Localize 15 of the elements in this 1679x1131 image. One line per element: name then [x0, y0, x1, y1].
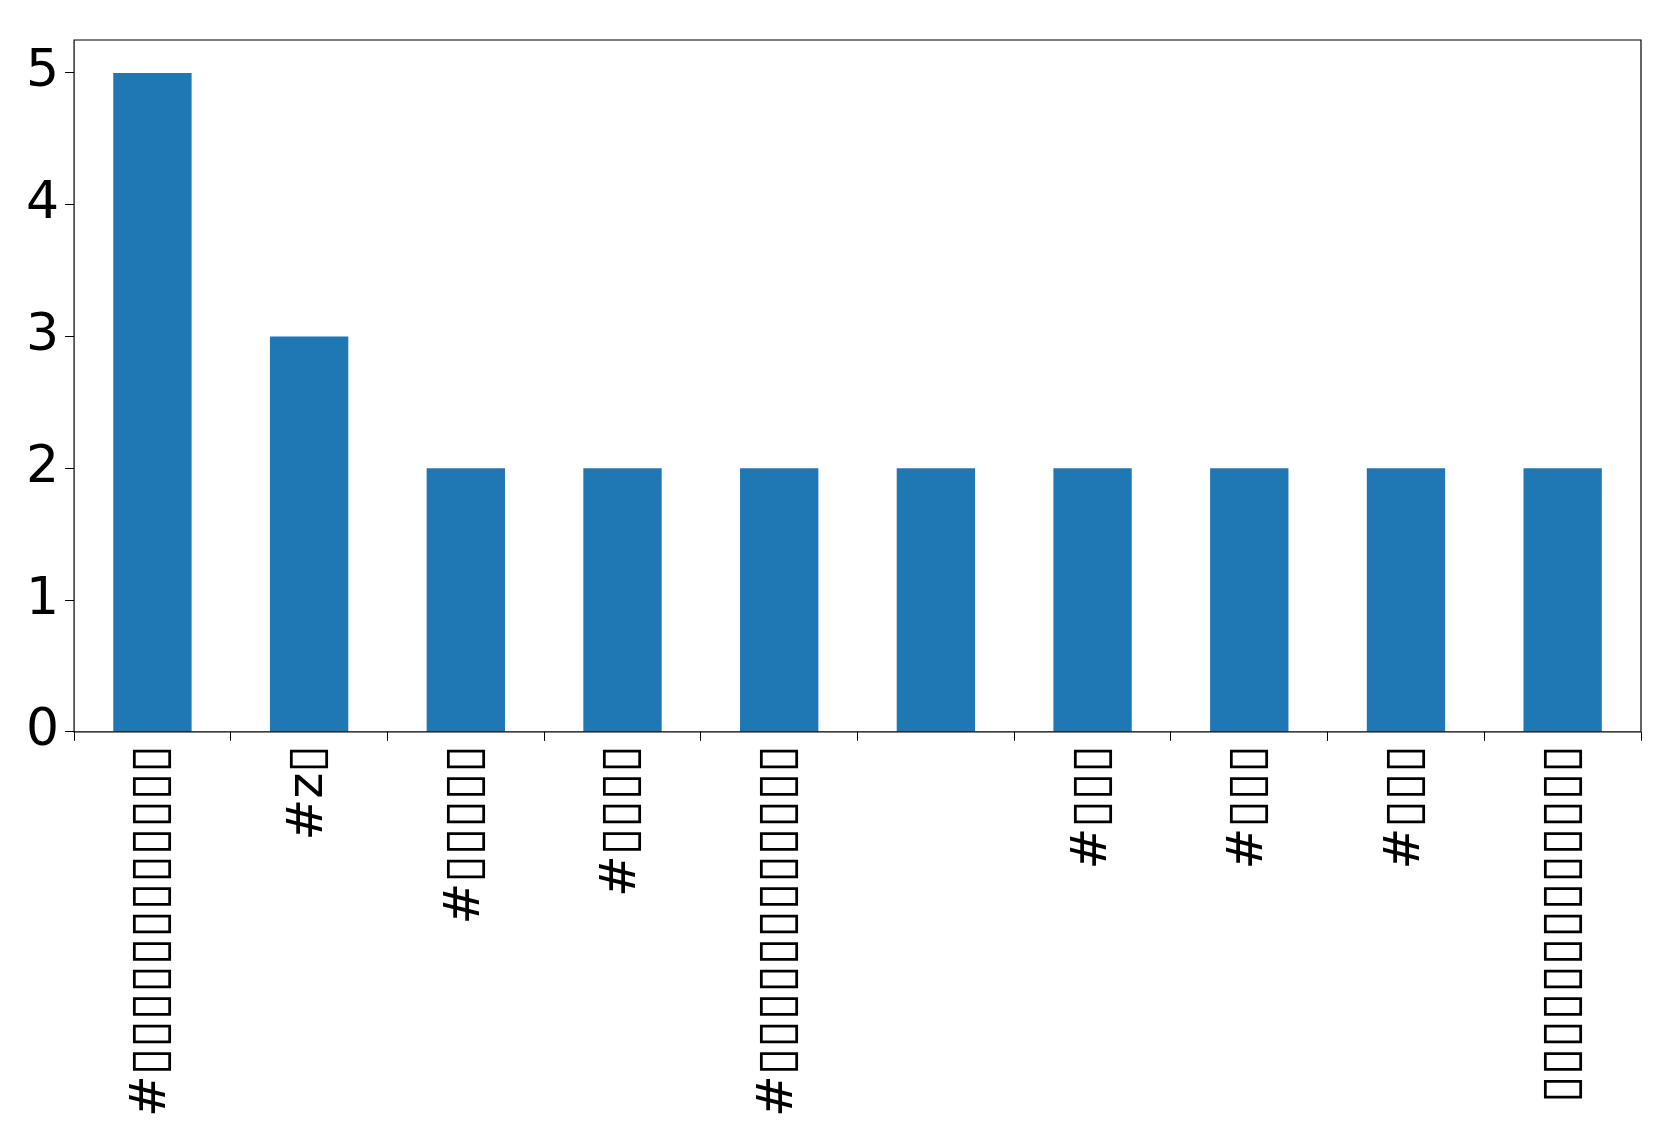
- x-tick-label: #▯▯▯▯▯: [432, 744, 491, 925]
- x-tick-label: #▯▯▯▯▯▯▯▯▯▯▯▯: [119, 744, 178, 1118]
- y-tick-label: 4: [25, 170, 60, 231]
- x-tick-label: #▯▯▯: [1216, 744, 1275, 870]
- x-tick-label: #▯▯▯: [1059, 744, 1118, 870]
- y-tick-label: 2: [25, 433, 60, 494]
- x-tick-label: #▯▯▯▯: [589, 744, 648, 897]
- x-tick-label: #z▯: [276, 744, 335, 841]
- x-tick-label: #▯▯▯▯▯▯▯▯▯▯▯▯: [746, 744, 805, 1118]
- y-tick-label: 3: [25, 302, 60, 363]
- x-tick-label: #▯▯▯: [1372, 744, 1431, 870]
- x-tick-label: ▯▯▯▯▯▯▯▯▯▯▯▯▯: [1529, 744, 1588, 1103]
- y-tick-label: 1: [25, 565, 60, 626]
- y-tick-label: 5: [25, 38, 60, 99]
- y-tick-label: 0: [25, 697, 60, 758]
